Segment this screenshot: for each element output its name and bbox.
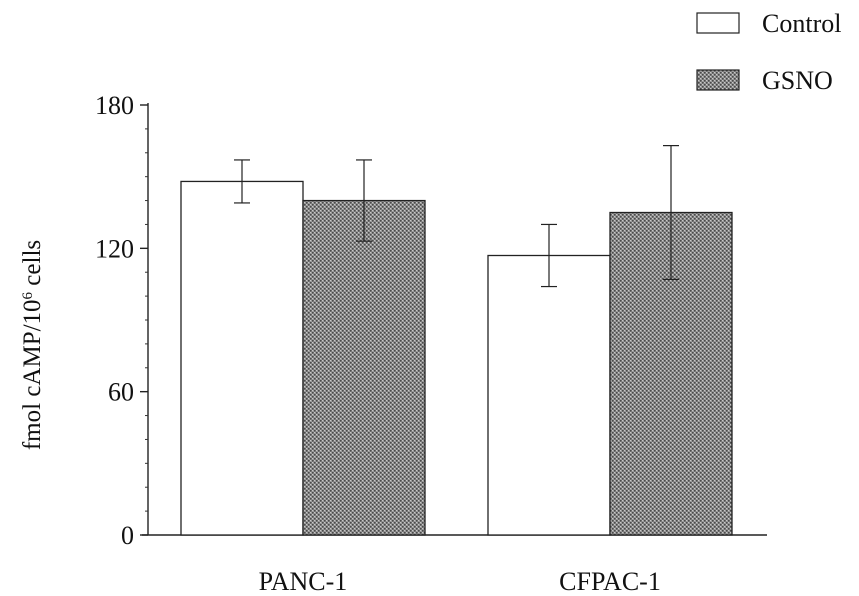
legend-swatch [696,12,740,34]
y-axis-title: fmol cAMP/106 cells [19,240,46,450]
y-tick-label: 0 [121,521,134,550]
category-labels: PANC-1 CFPAC-1 [259,567,661,596]
legend-item-control: Control [696,9,841,38]
y-axis-ticks: 0 60 120 180 [95,91,148,550]
y-tick-label: 180 [95,91,134,120]
legend-item-gsno: GSNO [696,66,833,95]
legend-swatch [696,69,740,91]
y-tick-label: 60 [108,378,134,407]
error-bar-cfpac-1-gsno [663,145,679,280]
error-bar-panc-1-gsno [356,159,372,242]
y-axis-title-prefix: fmol cAMP/10 [19,299,46,450]
y-axis-title-suffix: cells [19,240,46,292]
bar-panc-1-gsno [302,199,426,536]
bars [180,180,733,536]
error-bar-cfpac-1-control [541,223,557,288]
legend: Control GSNO [696,9,841,95]
bar-cfpac-1-control [487,254,611,536]
y-axis-title-superscript: 6 [20,291,36,299]
legend-label: GSNO [762,66,833,95]
bar-panc-1-control [180,180,304,536]
legend-label: Control [762,9,841,38]
y-tick-label: 120 [95,234,134,263]
error-bars [234,145,679,288]
x-category-label: CFPAC-1 [559,567,661,596]
x-category-label: PANC-1 [259,567,348,596]
error-bar-panc-1-control [234,159,250,204]
